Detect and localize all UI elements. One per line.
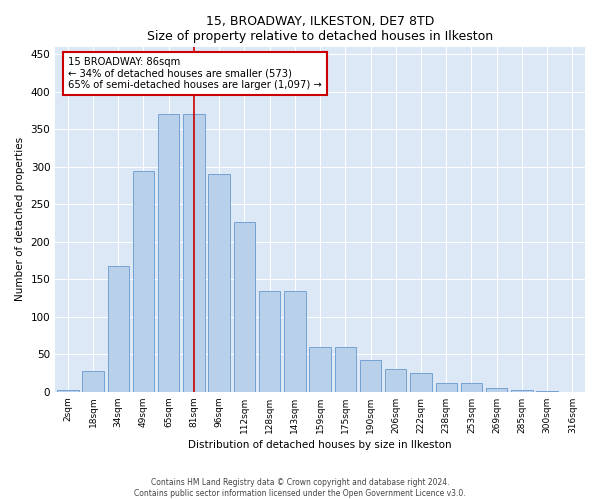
Bar <box>360 360 381 392</box>
Bar <box>511 390 533 392</box>
Bar <box>57 390 79 392</box>
Bar <box>183 114 205 392</box>
X-axis label: Distribution of detached houses by size in Ilkeston: Distribution of detached houses by size … <box>188 440 452 450</box>
Text: Contains HM Land Registry data © Crown copyright and database right 2024.
Contai: Contains HM Land Registry data © Crown c… <box>134 478 466 498</box>
Bar <box>310 347 331 392</box>
Bar <box>410 373 432 392</box>
Bar <box>486 388 508 392</box>
Bar <box>259 290 280 392</box>
Bar <box>461 383 482 392</box>
Text: 15 BROADWAY: 86sqm
← 34% of detached houses are smaller (573)
65% of semi-detach: 15 BROADWAY: 86sqm ← 34% of detached hou… <box>68 58 322 90</box>
Y-axis label: Number of detached properties: Number of detached properties <box>15 138 25 302</box>
Bar <box>133 170 154 392</box>
Title: 15, BROADWAY, ILKESTON, DE7 8TD
Size of property relative to detached houses in : 15, BROADWAY, ILKESTON, DE7 8TD Size of … <box>147 15 493 43</box>
Bar <box>284 290 305 392</box>
Bar <box>536 391 558 392</box>
Bar <box>158 114 179 392</box>
Bar <box>107 266 129 392</box>
Bar <box>208 174 230 392</box>
Bar <box>335 347 356 392</box>
Bar <box>233 222 255 392</box>
Bar <box>385 370 406 392</box>
Bar <box>436 383 457 392</box>
Bar <box>82 371 104 392</box>
